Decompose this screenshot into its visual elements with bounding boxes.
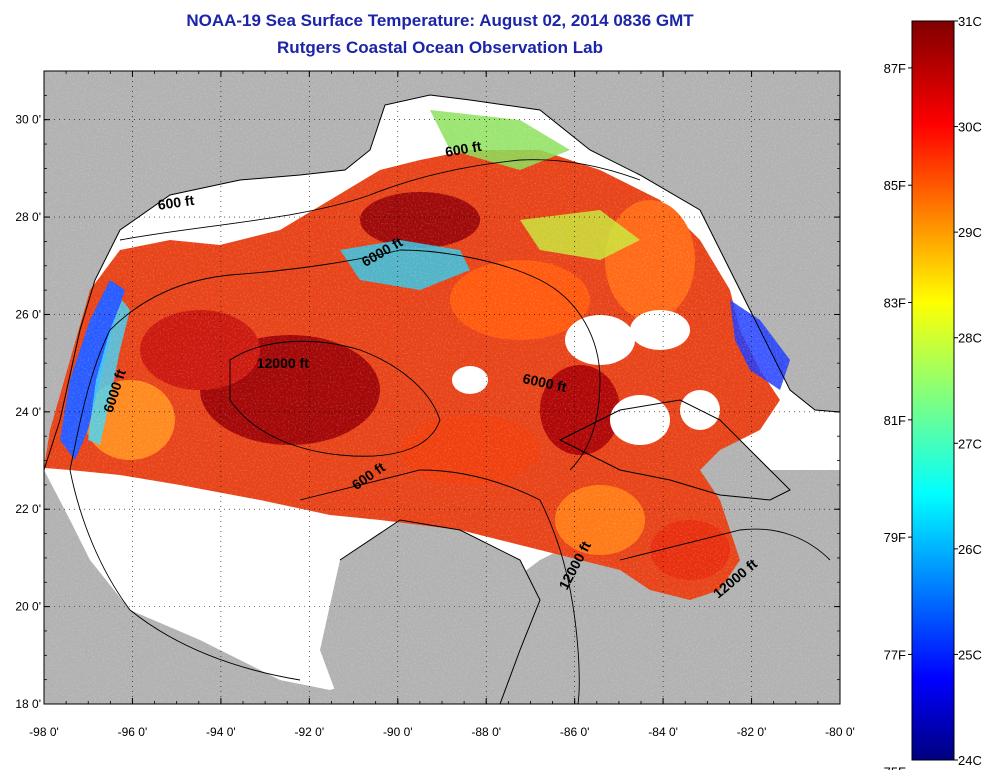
map-axes: -98 0' -96 0' -94 0' -92 0' -90 0' -88 0' -86 … (15, 70, 855, 739)
colorbar-scale (911, 20, 955, 761)
fahrenheit-tick-label: 75F (884, 765, 906, 770)
celsius-tick-label: 29C (958, 225, 982, 240)
contour-600ft-north (119, 159, 641, 241)
fahrenheit-tick-label: 87F (884, 61, 906, 76)
colorbar-ticks: 31C 30C 29C 28C 27C 26C 25C 24C 87F 85F 83F 81F 79F 7… (884, 14, 982, 770)
lat-tick-label: 20 0' (15, 600, 41, 614)
coastline-yucatan (339, 519, 541, 704)
fahrenheit-tick-label: 83F (884, 296, 906, 311)
graticule (44, 71, 840, 704)
celsius-tick-label: 30C (958, 120, 982, 135)
lon-tick-label: -84 0' (648, 725, 678, 739)
contour-600ft-south (299, 469, 541, 501)
lat-tick-label: 26 0' (15, 307, 41, 321)
lat-tick-label: 18 0' (15, 697, 41, 711)
speckle-texture (44, 71, 840, 704)
lon-tick-label: -96 0' (118, 725, 148, 739)
lon-tick-label: -94 0' (206, 725, 236, 739)
lat-tick-label: 22 0' (15, 502, 41, 516)
contour-label: 12000 ft (257, 355, 309, 371)
lat-tick-label: 28 0' (15, 210, 41, 224)
celsius-tick-label: 24C (958, 753, 982, 768)
lon-tick-label: -92 0' (295, 725, 325, 739)
contour-6000ft-west (69, 249, 401, 471)
lon-tick-label: -80 0' (825, 725, 855, 739)
map-subtitle: Rutgers Coastal Ocean Observation Lab (277, 38, 603, 57)
contour-label: 600 ft (157, 192, 196, 213)
contour-mexico-shelf (69, 469, 301, 681)
map-title: NOAA-19 Sea Surface Temperature: August … (186, 11, 694, 30)
fahrenheit-tick-label: 81F (884, 413, 906, 428)
celsius-tick-label: 26C (958, 542, 982, 557)
celsius-tick-label: 25C (958, 647, 982, 662)
lon-tick-label: -90 0' (383, 725, 413, 739)
contour-caribbean (619, 528, 831, 561)
contour-6000ft-east (399, 249, 601, 471)
fahrenheit-tick-label: 79F (884, 530, 906, 545)
coastline-us (44, 94, 840, 471)
celsius-tick-label: 28C (958, 331, 982, 346)
fahrenheit-tick-label: 77F (884, 647, 906, 662)
contour-label: 600 ft (444, 138, 483, 160)
lon-tick-label: -88 0' (471, 725, 501, 739)
lon-tick-label: -82 0' (737, 725, 767, 739)
celsius-tick-label: 27C (958, 436, 982, 451)
bathymetry-contours (69, 159, 831, 704)
lat-tick-label: 24 0' (15, 405, 41, 419)
lon-tick-label: -98 0' (29, 725, 59, 739)
coastlines (44, 94, 840, 704)
lon-tick-label: -86 0' (560, 725, 590, 739)
coastline-cuba (558, 399, 791, 501)
contour-12000ft (229, 340, 441, 457)
celsius-tick-label: 31C (958, 14, 982, 29)
fahrenheit-tick-label: 85F (884, 178, 906, 193)
lat-tick-label: 30 0' (15, 113, 41, 127)
contour-12000ft-channel (539, 499, 580, 704)
